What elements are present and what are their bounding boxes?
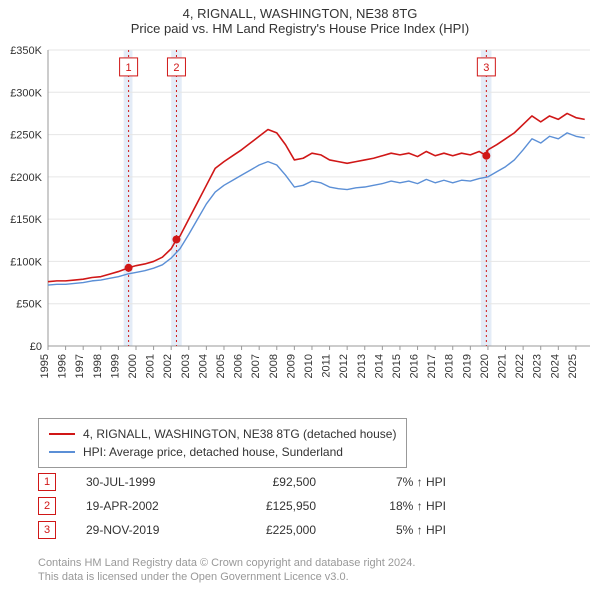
svg-text:2001: 2001 [145,354,157,378]
svg-text:2022: 2022 [514,354,526,378]
marker-badge: 3 [38,521,56,539]
svg-text:3: 3 [483,62,489,74]
svg-text:£0: £0 [30,341,42,353]
svg-text:2004: 2004 [197,354,209,378]
svg-text:2006: 2006 [233,354,245,378]
attribution-line: Contains HM Land Registry data © Crown c… [38,556,415,570]
svg-text:2011: 2011 [321,354,333,378]
svg-text:2020: 2020 [479,354,491,378]
table-row: 2 19-APR-2002 £125,950 18% ↑ HPI [38,494,558,518]
marker-date: 29-NOV-2019 [86,518,206,542]
svg-text:2016: 2016 [409,354,421,378]
svg-text:1995: 1995 [39,354,51,378]
svg-text:2: 2 [173,62,179,74]
legend-swatch [49,451,75,453]
svg-text:2024: 2024 [549,354,561,378]
svg-text:2017: 2017 [426,354,438,378]
svg-text:1997: 1997 [74,354,86,378]
marker-price: £125,950 [236,494,316,518]
svg-text:2015: 2015 [391,354,403,378]
chart-container: 4, RIGNALL, WASHINGTON, NE38 8TG Price p… [0,0,600,590]
svg-text:2018: 2018 [444,354,456,378]
legend-label: 4, RIGNALL, WASHINGTON, NE38 8TG (detach… [83,425,396,443]
svg-text:1: 1 [126,62,132,74]
line-chart: £0 £50K £100K £150K £200K £250K £300K £350K 1995… [0,46,600,396]
marker-pct: 5% ↑ HPI [346,518,446,542]
marker-number: 1 [44,470,50,494]
title-line-1: 4, RIGNALL, WASHINGTON, NE38 8TG [0,6,600,21]
svg-text:2019: 2019 [461,354,473,378]
marker-badge: 1 [38,473,56,491]
chart-svg: £0 £50K £100K £150K £200K £250K £300K £350K 1995… [0,46,600,396]
svg-text:2023: 2023 [532,354,544,378]
attribution-line: This data is licensed under the Open Gov… [38,570,415,584]
title-block: 4, RIGNALL, WASHINGTON, NE38 8TG Price p… [0,0,600,36]
svg-text:£150K: £150K [10,214,42,226]
marker-price: £225,000 [236,518,316,542]
marker-price: £92,500 [236,470,316,494]
marker-date: 30-JUL-1999 [86,470,206,494]
marker-badge: 2 [38,497,56,515]
svg-text:£300K: £300K [10,87,42,99]
svg-text:2005: 2005 [215,354,227,378]
svg-text:1996: 1996 [57,354,69,378]
svg-text:1998: 1998 [92,354,104,378]
svg-text:£350K: £350K [10,46,42,57]
svg-text:2009: 2009 [285,354,297,378]
svg-text:£100K: £100K [10,256,42,268]
svg-text:2025: 2025 [567,354,579,378]
svg-text:2013: 2013 [356,354,368,378]
attribution: Contains HM Land Registry data © Crown c… [38,556,415,584]
table-row: 3 29-NOV-2019 £225,000 5% ↑ HPI [38,518,558,542]
svg-text:£200K: £200K [10,172,42,184]
svg-text:2008: 2008 [268,354,280,378]
legend-label: HPI: Average price, detached house, Sund… [83,443,343,461]
svg-text:2012: 2012 [338,354,350,378]
svg-text:2021: 2021 [497,354,509,378]
svg-text:2002: 2002 [162,354,174,378]
legend-item: 4, RIGNALL, WASHINGTON, NE38 8TG (detach… [49,425,396,443]
legend-swatch [49,433,75,435]
svg-text:1999: 1999 [109,354,121,378]
svg-text:£50K: £50K [16,299,42,311]
svg-text:2010: 2010 [303,354,315,378]
marker-table: 1 30-JUL-1999 £92,500 7% ↑ HPI 2 19-APR-… [38,470,558,542]
svg-text:£250K: £250K [10,130,42,142]
svg-text:2003: 2003 [180,354,192,378]
svg-text:2000: 2000 [127,354,139,378]
marker-date: 19-APR-2002 [86,494,206,518]
svg-text:2014: 2014 [373,354,385,378]
marker-pct: 7% ↑ HPI [346,470,446,494]
table-row: 1 30-JUL-1999 £92,500 7% ↑ HPI [38,470,558,494]
svg-text:2007: 2007 [250,354,262,378]
legend: 4, RIGNALL, WASHINGTON, NE38 8TG (detach… [38,418,407,468]
marker-number: 2 [44,494,50,518]
marker-number: 3 [44,518,50,542]
title-line-2: Price paid vs. HM Land Registry's House … [0,21,600,36]
marker-pct: 18% ↑ HPI [346,494,446,518]
legend-item: HPI: Average price, detached house, Sund… [49,443,396,461]
